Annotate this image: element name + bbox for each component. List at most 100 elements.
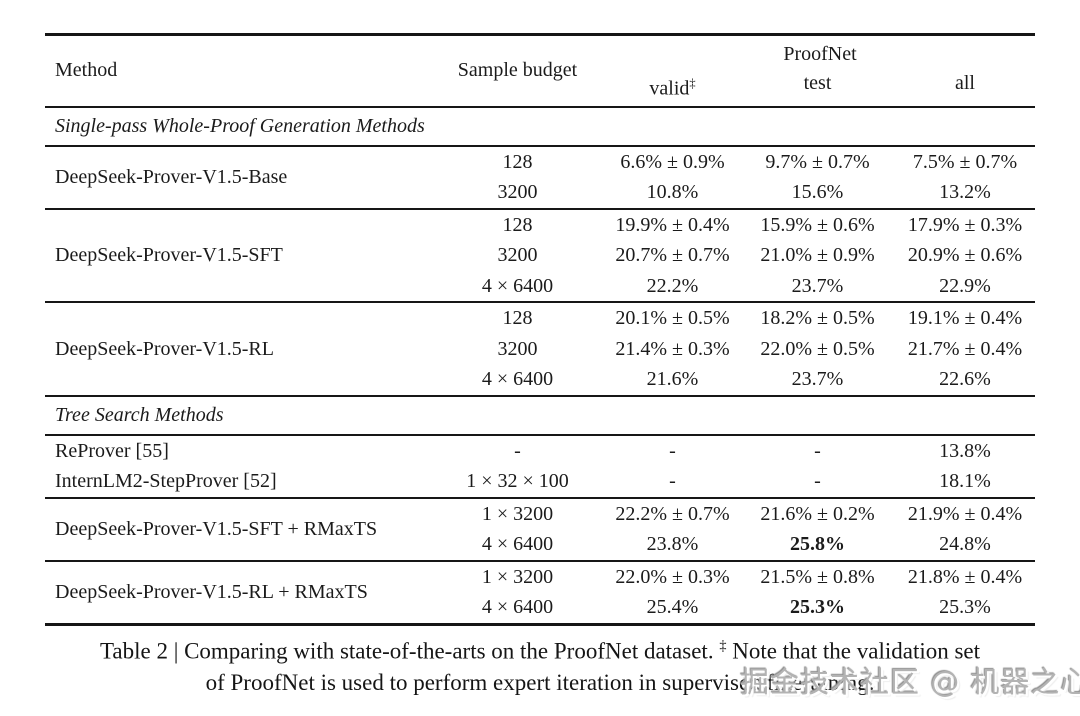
section-row-single-pass: Single-pass Whole-Proof Generation Metho… [45,105,1036,147]
col-header-all: all [955,72,975,94]
cell-valid: 20.1% ± 0.5% [605,301,740,334]
cell-sample-budget: 4 × 6400 [481,274,554,297]
cell-test: 15.9% ± 0.6% [740,207,895,241]
table-caption: Table 2 | Comparing with state-of-the-ar… [0,631,1080,699]
cell-sample-budget: - [430,433,605,467]
cell-valid: 22.2% [646,274,699,297]
method-name: DeepSeek-Prover-V1.5-Base [45,144,430,209]
cell-sample-budget: 3200 [497,244,538,267]
header-row-2: valid‡ test all [45,69,1035,107]
cell-all: 21.8% ± 0.4% [895,559,1036,593]
table-row: 4 × 6400 22.2% 23.7% 22.9% [45,271,1035,303]
cell-valid: 10.8% [646,181,699,204]
cell-valid: 21.6% [646,368,699,391]
method-name: DeepSeek-Prover-V1.5-RL + RMaxTS [45,559,430,625]
table-header: Method Sample budget ProofNet valid‡ tes… [45,35,1036,107]
method-name: DeepSeek-Prover-V1.5-SFT [45,207,430,303]
header-row-1: Method Sample budget ProofNet [45,35,1035,81]
table-row: DeepSeek-Prover-V1.5-SFT 128 19.9% ± 0.4… [45,207,1036,303]
cell-all: 17.9% ± 0.3% [895,207,1036,241]
cell-test: 15.6% [791,181,844,204]
cell-valid: - [669,470,676,493]
cell-all: 13.2% [939,181,991,204]
cell-all: 22.9% [939,274,991,297]
cell-sample-budget: 128 [430,144,605,178]
table-row: DeepSeek-Prover-V1.5-Base 128 6.6% ± 0.9… [45,144,1036,209]
cell-test-best: 25.3% [790,596,845,619]
section-title: Tree Search Methods [45,394,1036,436]
cell-all: 25.3% [939,596,991,619]
method-name: DeepSeek-Prover-V1.5-SFT + RMaxTS [45,496,430,561]
cell-sample-budget: 1 × 32 × 100 [466,470,569,493]
table-row: InternLM2-StepProver [52] 1 × 32 × 100 -… [45,466,1035,498]
cell-test: 22.0% ± 0.5% [760,337,875,360]
cell-sample-budget: 3200 [497,181,538,204]
section-row-tree-search: Tree Search Methods [45,394,1036,436]
cell-valid: 25.4% [646,596,699,619]
cell-valid: 6.6% ± 0.9% [605,144,740,178]
cell-valid: - [605,433,740,467]
caption-text: Table 2 | Comparing with state-of-the-ar… [99,638,720,664]
cell-all: 24.8% [939,533,991,556]
cell-all: 18.1% [939,470,991,493]
cell-test: 18.2% ± 0.5% [740,301,895,334]
watermark: 掘金技术社区 @ 机器之心 [740,665,1080,699]
table-row: 3200 10.8% 15.6% 13.2% [45,177,1035,209]
table-row: ReProver [55] - - - 13.8% [45,433,1036,467]
cell-valid: 23.8% [646,533,699,556]
table-row: 3200 20.7% ± 0.7% 21.0% ± 0.9% 20.9% ± 0… [45,240,1035,271]
cell-all: 20.9% ± 0.6% [907,244,1023,267]
cell-valid: 21.4% ± 0.3% [615,337,730,360]
cell-sample-budget: 3200 [497,337,538,360]
cell-test: 21.0% ± 0.9% [760,244,875,267]
table-row: DeepSeek-Prover-V1.5-SFT + RMaxTS 1 × 32… [45,496,1036,561]
cell-test: 23.7% [791,274,844,297]
cell-valid: 22.0% ± 0.3% [605,559,740,593]
double-dagger-mark: ‡ [719,638,727,654]
cell-all: 21.9% ± 0.4% [895,496,1036,530]
cell-test: - [814,470,821,493]
cell-all: 19.1% ± 0.4% [895,301,1036,334]
cell-test: 21.6% ± 0.2% [740,496,895,530]
caption-text: Note that the validation set [726,638,981,664]
double-dagger-mark: ‡ [689,76,696,90]
table-body: Single-pass Whole-Proof Generation Metho… [45,105,1036,625]
section-title: Single-pass Whole-Proof Generation Metho… [45,105,1036,147]
cell-test-best: 25.8% [790,533,845,556]
cell-sample-budget: 4 × 6400 [481,533,554,556]
cell-sample-budget: 128 [430,301,605,334]
cell-all: 22.6% [939,368,991,391]
cell-sample-budget: 128 [430,207,605,241]
cell-valid: 22.2% ± 0.7% [605,496,740,530]
cell-test: 23.7% [791,368,844,391]
method-name: DeepSeek-Prover-V1.5-RL [45,301,430,396]
method-name: InternLM2-StepProver [52] [55,470,277,493]
cell-test: 9.7% ± 0.7% [740,144,895,178]
cell-sample-budget: 1 × 3200 [430,559,605,593]
cell-sample-budget: 4 × 6400 [481,368,554,391]
table-row: 4 × 6400 23.8% 25.8% 24.8% [45,529,1035,561]
cell-valid: 19.9% ± 0.4% [605,207,740,241]
method-name: ReProver [55] [45,433,430,467]
col-header-valid: valid‡ [605,69,740,107]
valid-label: valid [649,77,690,100]
cell-sample-budget: 1 × 3200 [430,496,605,530]
cell-all: 21.7% ± 0.4% [907,337,1023,360]
table-row: 4 × 6400 25.4% 25.3% 25.3% [45,592,1035,624]
results-table: Method Sample budget ProofNet valid‡ tes… [45,33,1036,626]
cell-valid: 20.7% ± 0.7% [615,244,730,267]
cell-all: 7.5% ± 0.7% [895,144,1036,178]
table-row: DeepSeek-Prover-V1.5-RL + RMaxTS 1 × 320… [45,559,1036,625]
col-group-proofnet: ProofNet [783,43,857,65]
cell-all: 13.8% [895,433,1036,467]
col-header-test: test [803,72,832,94]
cell-test: - [740,433,895,467]
caption-line-2: of ProofNet is used to perform expert it… [205,670,875,696]
table-row: DeepSeek-Prover-V1.5-RL 128 20.1% ± 0.5%… [45,301,1036,396]
col-header-method: Method [55,59,118,82]
cell-sample-budget: 4 × 6400 [481,596,554,619]
table-row: 3200 21.4% ± 0.3% 22.0% ± 0.5% 21.7% ± 0… [45,334,1035,365]
cell-test: 21.5% ± 0.8% [740,559,895,593]
table-row: 4 × 6400 21.6% 23.7% 22.6% [45,364,1035,396]
